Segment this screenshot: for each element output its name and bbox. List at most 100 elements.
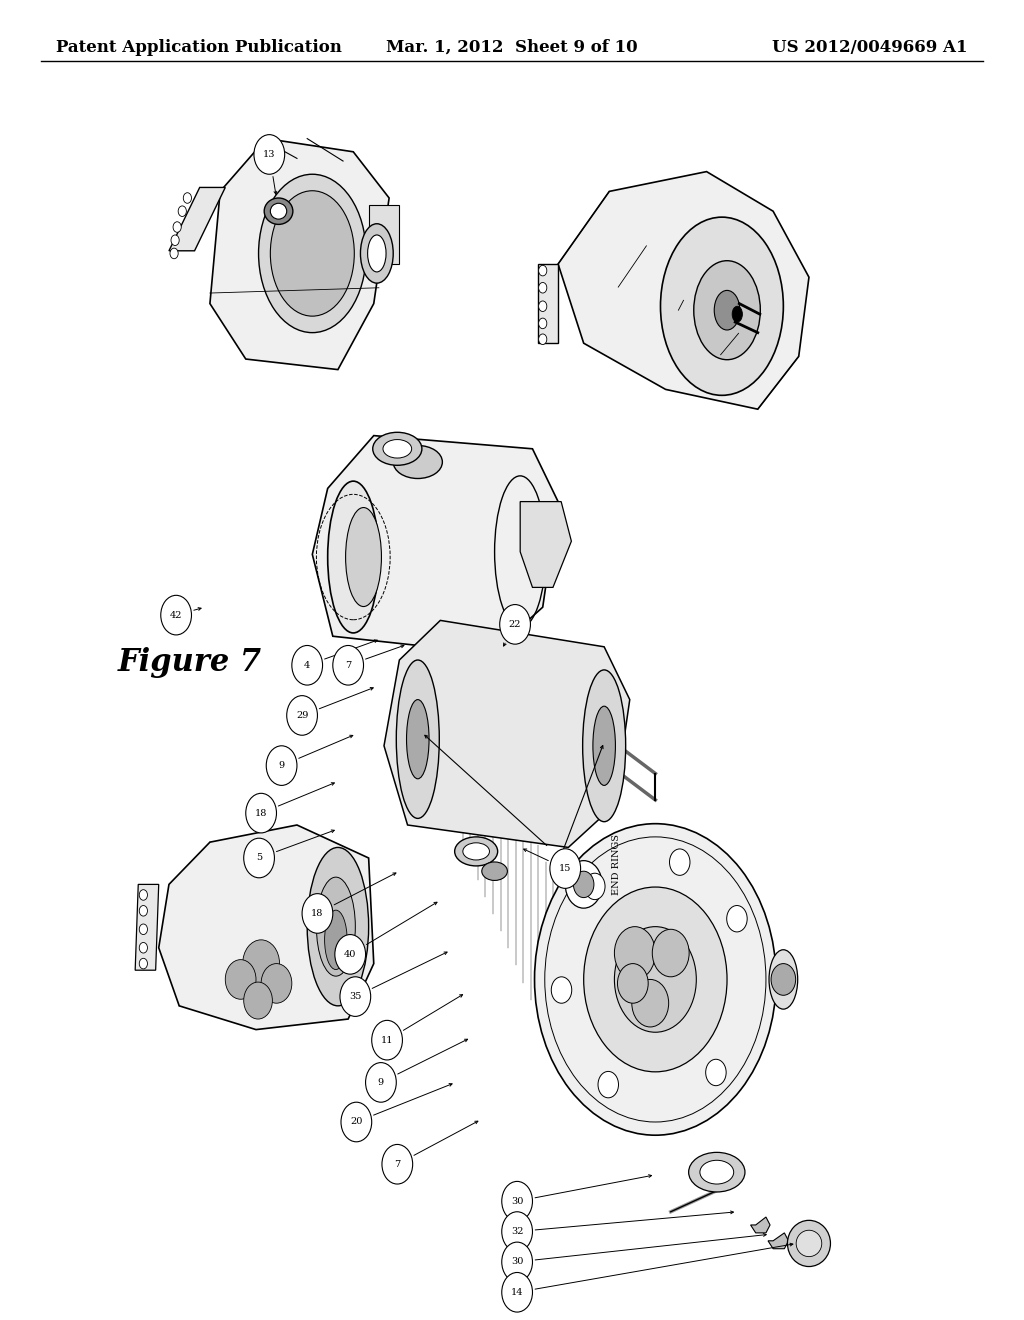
Circle shape: [584, 887, 727, 1072]
Circle shape: [502, 1181, 532, 1221]
Polygon shape: [768, 1233, 788, 1249]
Text: 9: 9: [378, 1078, 384, 1086]
Text: 29: 29: [296, 711, 308, 719]
Polygon shape: [312, 436, 558, 653]
Circle shape: [565, 861, 602, 908]
Circle shape: [502, 1272, 532, 1312]
Circle shape: [598, 1072, 618, 1098]
Text: 13: 13: [263, 150, 275, 158]
Circle shape: [161, 595, 191, 635]
Ellipse shape: [583, 671, 626, 821]
Text: 32: 32: [511, 1228, 523, 1236]
Circle shape: [139, 906, 147, 916]
Circle shape: [244, 982, 272, 1019]
Polygon shape: [135, 884, 159, 970]
Circle shape: [170, 248, 178, 259]
Circle shape: [333, 645, 364, 685]
Circle shape: [244, 838, 274, 878]
Circle shape: [183, 193, 191, 203]
Circle shape: [539, 318, 547, 329]
Circle shape: [771, 964, 796, 995]
Ellipse shape: [660, 218, 783, 396]
Circle shape: [243, 940, 280, 987]
Ellipse shape: [407, 700, 429, 779]
Text: 5: 5: [256, 854, 262, 862]
Text: 30: 30: [511, 1197, 523, 1205]
Circle shape: [573, 871, 594, 898]
Text: Patent Application Publication: Patent Application Publication: [56, 40, 342, 55]
Circle shape: [171, 235, 179, 246]
Ellipse shape: [360, 223, 393, 282]
Circle shape: [366, 1063, 396, 1102]
Circle shape: [302, 894, 333, 933]
Circle shape: [139, 890, 147, 900]
Circle shape: [382, 1144, 413, 1184]
Circle shape: [502, 1242, 532, 1282]
Polygon shape: [169, 187, 225, 251]
Ellipse shape: [383, 440, 412, 458]
Ellipse shape: [316, 878, 355, 977]
Circle shape: [500, 605, 530, 644]
Circle shape: [225, 960, 256, 999]
Text: 18: 18: [255, 809, 267, 817]
Circle shape: [539, 282, 547, 293]
Circle shape: [502, 1212, 532, 1251]
Ellipse shape: [700, 1160, 733, 1184]
Circle shape: [550, 849, 581, 888]
Text: 15: 15: [559, 865, 571, 873]
Circle shape: [585, 874, 605, 900]
Circle shape: [287, 696, 317, 735]
Text: 11: 11: [381, 1036, 393, 1044]
Ellipse shape: [769, 950, 798, 1008]
Text: US 2012/0049669 A1: US 2012/0049669 A1: [772, 40, 968, 55]
Circle shape: [139, 958, 147, 969]
Circle shape: [551, 977, 571, 1003]
Ellipse shape: [264, 198, 293, 224]
Circle shape: [372, 1020, 402, 1060]
Polygon shape: [538, 264, 558, 343]
Circle shape: [261, 964, 292, 1003]
Circle shape: [539, 265, 547, 276]
Circle shape: [535, 824, 776, 1135]
Text: 20: 20: [350, 1118, 362, 1126]
Ellipse shape: [787, 1220, 830, 1267]
Circle shape: [266, 746, 297, 785]
Circle shape: [139, 924, 147, 935]
Circle shape: [341, 1102, 372, 1142]
Text: Mar. 1, 2012  Sheet 9 of 10: Mar. 1, 2012 Sheet 9 of 10: [386, 40, 638, 55]
Text: 7: 7: [394, 1160, 400, 1168]
Ellipse shape: [270, 190, 354, 315]
Ellipse shape: [694, 260, 760, 359]
Ellipse shape: [373, 433, 422, 465]
Circle shape: [632, 979, 669, 1027]
Circle shape: [178, 206, 186, 216]
Polygon shape: [369, 205, 399, 264]
Polygon shape: [210, 139, 389, 370]
Ellipse shape: [345, 508, 381, 607]
Text: 35: 35: [349, 993, 361, 1001]
Ellipse shape: [688, 1152, 744, 1192]
Ellipse shape: [797, 1230, 821, 1257]
Circle shape: [139, 942, 147, 953]
Circle shape: [614, 927, 655, 979]
Ellipse shape: [463, 843, 489, 861]
Ellipse shape: [368, 235, 386, 272]
Text: END RINGS: END RINGS: [612, 834, 622, 895]
Text: Figure 7: Figure 7: [118, 647, 261, 678]
Text: 9: 9: [279, 762, 285, 770]
Ellipse shape: [325, 911, 347, 969]
Ellipse shape: [307, 847, 369, 1006]
Ellipse shape: [593, 706, 615, 785]
Ellipse shape: [270, 203, 287, 219]
Text: 14: 14: [511, 1288, 523, 1296]
Ellipse shape: [455, 837, 498, 866]
Circle shape: [727, 906, 748, 932]
Polygon shape: [520, 502, 571, 587]
Ellipse shape: [481, 862, 508, 880]
Circle shape: [173, 222, 181, 232]
Text: 42: 42: [170, 611, 182, 619]
Text: 18: 18: [311, 909, 324, 917]
Ellipse shape: [396, 660, 439, 818]
Circle shape: [706, 1059, 726, 1085]
Text: 40: 40: [344, 950, 356, 958]
